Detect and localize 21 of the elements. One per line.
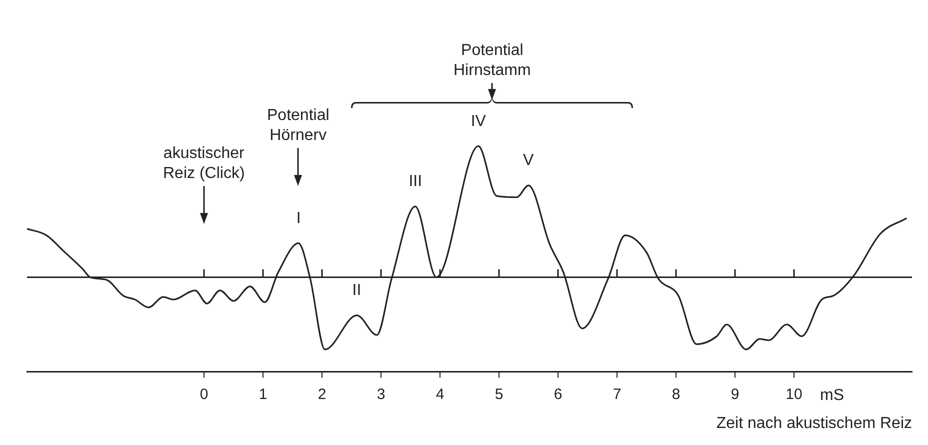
x-tick-label: 2 bbox=[318, 386, 326, 403]
x-tick-label: 8 bbox=[672, 386, 680, 403]
x-tick-label: 9 bbox=[730, 386, 740, 403]
x-tick-label: 6 bbox=[554, 386, 562, 403]
x-axis-title: Zeit nach akustischem Reiz bbox=[716, 414, 912, 432]
x-tick-label: 0 bbox=[200, 386, 208, 403]
x-tick-label: 1 bbox=[258, 386, 268, 403]
x-tick-label: 5 bbox=[494, 386, 504, 403]
annotation: V bbox=[523, 151, 534, 172]
x-tick-label: 3 bbox=[376, 386, 386, 403]
text: mS bbox=[820, 386, 844, 406]
x-tick-label: 7 bbox=[612, 386, 622, 403]
text: Potential Hörnerv bbox=[267, 106, 330, 146]
annotation: III bbox=[408, 172, 422, 192]
text: Potential Hirnstamm bbox=[454, 41, 531, 81]
annotation: II bbox=[352, 281, 362, 302]
annotation: akustischer Reiz (Click) bbox=[163, 144, 245, 184]
annotation: IV bbox=[470, 112, 486, 132]
annotation: I bbox=[296, 209, 301, 230]
x-tick-label: 4 bbox=[436, 386, 444, 403]
x-tick-label: 10 bbox=[786, 386, 802, 403]
